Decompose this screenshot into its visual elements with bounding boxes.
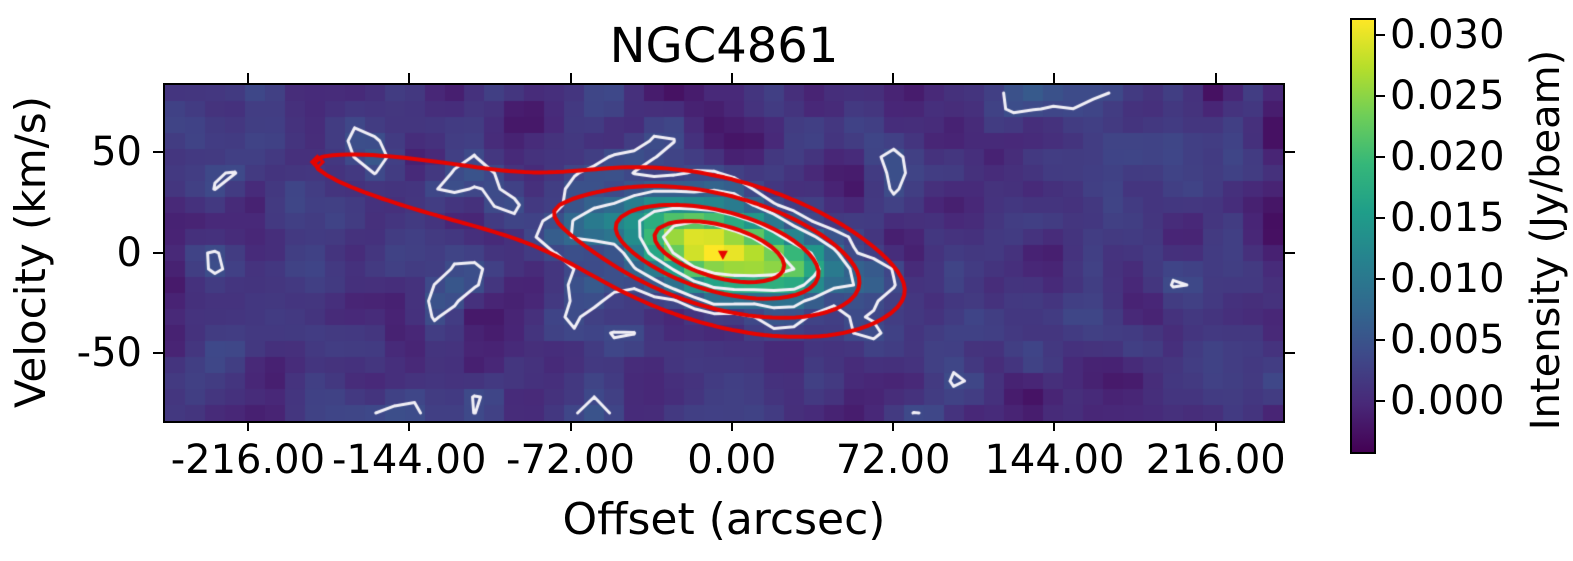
y-tick-label: -50 [76, 330, 142, 377]
y-tick-mark [153, 150, 163, 153]
x-tick-mark-top [730, 73, 733, 83]
y-tick-label: 50 [91, 128, 142, 175]
x-tick-mark [1053, 421, 1056, 431]
plot-area [163, 83, 1285, 423]
y-tick-mark [153, 352, 163, 355]
x-axis-label: Offset (arcsec) [562, 494, 886, 545]
y-tick-mark [153, 251, 163, 254]
colorbar-tick-label: 0.000 [1390, 377, 1505, 424]
x-tick-mark-top [246, 73, 249, 83]
x-tick-label: 72.00 [835, 437, 951, 483]
x-tick-label: -72.00 [506, 437, 635, 483]
chart-title: NGC4861 [609, 18, 839, 74]
x-tick-label: 216.00 [1145, 437, 1286, 483]
colorbar-tick-mark [1376, 94, 1385, 97]
x-tick-label: -216.00 [170, 437, 326, 483]
y-tick-label: 0 [116, 229, 142, 276]
x-tick-mark-top [892, 73, 895, 83]
colorbar-tick-label: 0.020 [1390, 133, 1505, 180]
x-tick-mark-top [569, 73, 572, 83]
x-tick-mark-top [408, 73, 411, 83]
x-tick-mark-top [1053, 73, 1056, 83]
colorbar-tick-mark [1376, 277, 1385, 280]
x-tick-mark [246, 421, 249, 431]
colorbar-tick-label: 0.025 [1390, 72, 1505, 119]
colorbar-tick-mark [1376, 33, 1385, 36]
x-tick-mark [892, 421, 895, 431]
colorbar-tick-label: 0.015 [1390, 194, 1505, 241]
colorbar-tick-mark [1376, 155, 1385, 158]
colorbar-tick-mark [1376, 216, 1385, 219]
x-tick-label: -144.00 [332, 437, 487, 483]
colorbar-tick-label: 0.005 [1390, 316, 1505, 363]
y-tick-mark-right [1285, 251, 1295, 254]
pv-heatmap-canvas [165, 85, 1283, 421]
x-tick-mark [1214, 421, 1217, 431]
colorbar-tick-label: 0.010 [1390, 255, 1505, 302]
colorbar-gradient [1352, 20, 1374, 452]
x-tick-mark [730, 421, 733, 431]
colorbar-tick-mark [1376, 338, 1385, 341]
colorbar-label: Intensity (Jy/beam) [1523, 49, 1569, 431]
colorbar [1350, 18, 1376, 454]
colorbar-tick-mark [1376, 399, 1385, 402]
y-tick-mark-right [1285, 352, 1295, 355]
y-tick-mark-right [1285, 150, 1295, 153]
x-tick-mark [569, 421, 572, 431]
colorbar-tick-label: 0.030 [1390, 11, 1505, 58]
x-tick-label: 0.00 [687, 437, 777, 483]
x-tick-label: 144.00 [984, 437, 1125, 483]
x-tick-mark-top [1214, 73, 1217, 83]
x-tick-mark [408, 421, 411, 431]
